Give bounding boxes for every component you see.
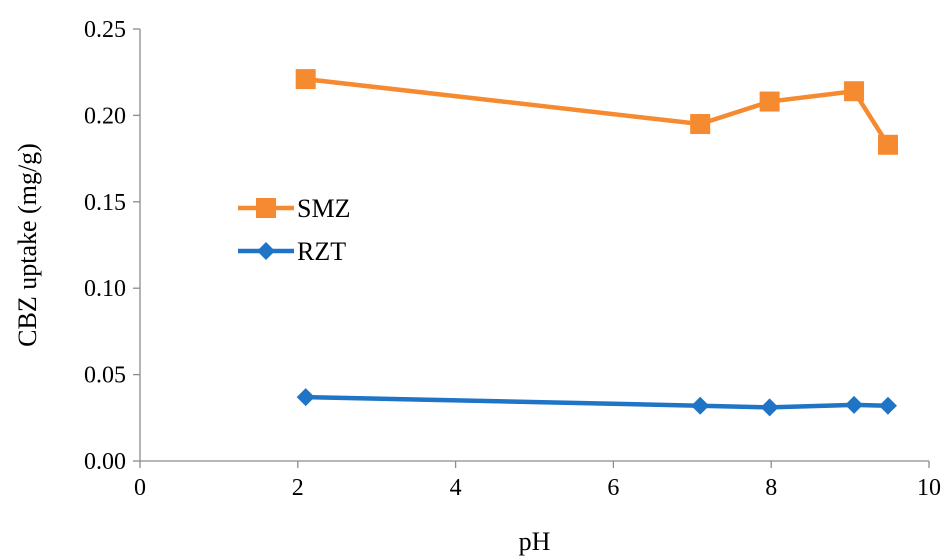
series-line-rzt (305, 394, 889, 410)
y-tick-label: 0.25 (84, 17, 126, 43)
legend-item-rzt: RZT (238, 237, 346, 266)
data-point-rzt (296, 388, 315, 407)
legend-label-smz: SMZ (297, 194, 350, 223)
legend-item-smz: SMZ (238, 194, 350, 223)
series-rzt (296, 388, 897, 417)
x-axis-label: pH (519, 527, 551, 556)
series-smz (295, 69, 898, 155)
y-tick-label: 0.15 (84, 190, 126, 216)
y-tick-label: 0.10 (84, 276, 126, 302)
y-tick-label: 0.05 (84, 363, 126, 389)
x-tick-label: 10 (917, 475, 941, 501)
data-point-rzt (845, 395, 864, 414)
legend-label-rzt: RZT (297, 237, 346, 266)
y-axis-label: CBZ uptake (mg/g) (13, 143, 42, 347)
data-point-rzt (760, 398, 779, 417)
legend: SMZ RZT (238, 194, 350, 266)
data-point-smz (877, 134, 898, 155)
x-tick-label: 2 (292, 475, 304, 501)
data-point-smz (844, 81, 865, 102)
series-layer (295, 69, 898, 417)
x-tick-label: 6 (607, 475, 619, 501)
x-tick-label: 0 (134, 475, 146, 501)
axes: 0.00 0.05 0.10 0.15 0.20 0.25 0 2 4 6 8 10 (84, 17, 941, 501)
legend-marker-smz (256, 198, 276, 218)
y-tick-label: 0.00 (84, 449, 126, 475)
series-line-smz (305, 76, 890, 146)
data-point-smz (690, 114, 711, 135)
data-point-rzt (878, 396, 897, 415)
data-point-smz (759, 91, 780, 112)
x-tick-label: 8 (765, 475, 777, 501)
data-point-smz (295, 69, 316, 90)
data-point-rzt (691, 396, 710, 415)
legend-marker-rzt (257, 242, 275, 260)
y-tick-label: 0.20 (84, 103, 126, 129)
x-tick-label: 4 (450, 475, 462, 501)
